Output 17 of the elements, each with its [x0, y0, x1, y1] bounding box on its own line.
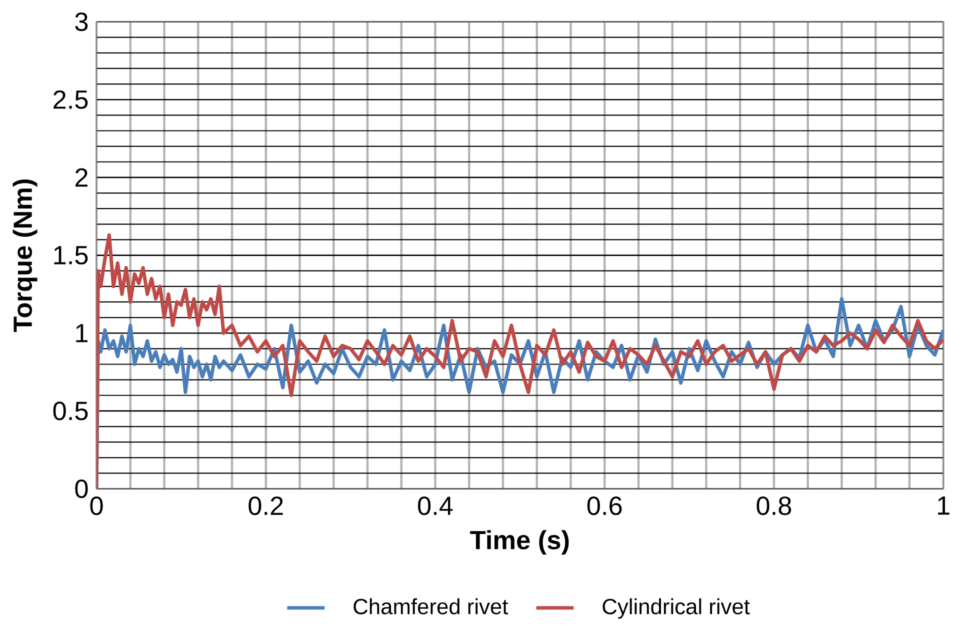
y-axis-title: Torque (Nm) — [12, 180, 38, 332]
y-tick-label: 1.5 — [54, 246, 88, 265]
x-tick-label: 0 — [90, 496, 103, 516]
x-tick-label: 0.4 — [418, 496, 453, 516]
y-tick-label: 2 — [75, 168, 88, 187]
y-tick-label: 2.5 — [54, 90, 88, 110]
x-tick-label: 0.8 — [756, 496, 792, 516]
y-tick-label: 3 — [75, 12, 88, 32]
legend-label: Cylindrical rivet — [602, 598, 750, 619]
y-tick-label: 0 — [75, 480, 88, 498]
x-tick-label: 1 — [938, 496, 950, 515]
x-tick-label: 0.6 — [587, 496, 622, 516]
y-tick-label: 1 — [76, 324, 88, 342]
y-tick-label: 0.5 — [53, 402, 88, 420]
legend-label: Chamfered rivet — [354, 598, 508, 614]
x-axis-title: Time (s) — [470, 530, 569, 555]
x-tick-label: 0.2 — [248, 496, 283, 516]
